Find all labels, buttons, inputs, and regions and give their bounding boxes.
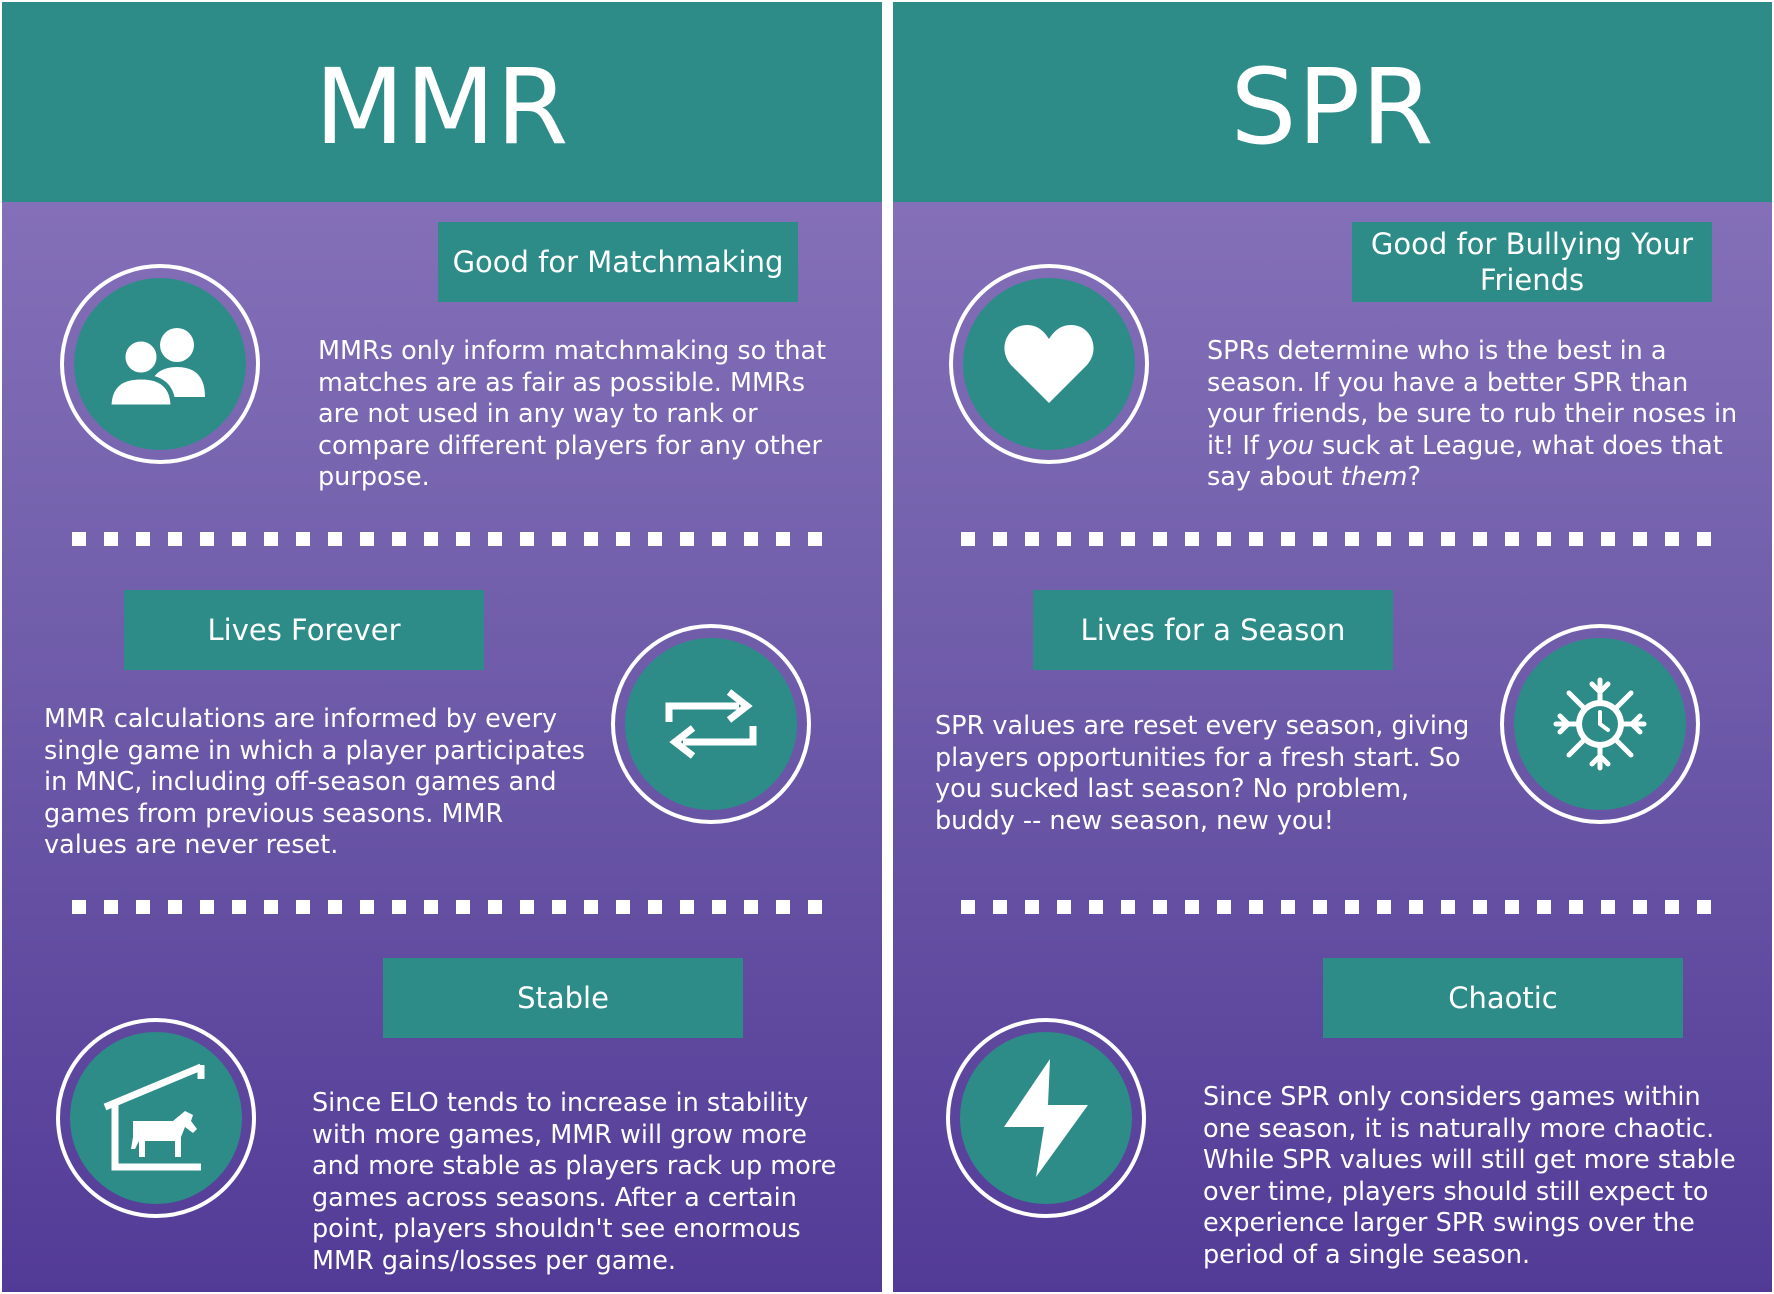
spr-title: SPR (1230, 46, 1435, 168)
section-divider (72, 900, 832, 914)
repeat-arrows-icon (665, 689, 757, 759)
mmr-title: MMR (314, 46, 570, 168)
lightning-icon-badge (946, 1018, 1146, 1218)
section-divider (961, 532, 1721, 546)
repeat-icon-badge (611, 624, 811, 824)
label-chaotic: Chaotic (1323, 958, 1683, 1038)
label-good-for-bullying: Good for Bullying Your Friends (1352, 222, 1712, 302)
spr-lives-for-a-season-text: SPR values are reset every season, givin… (935, 711, 1470, 836)
mmr-lives-forever-text: MMR calculations are informed by every s… (44, 704, 586, 860)
mmr-header: MMR (2, 2, 882, 202)
label-lives-forever: Lives Forever (124, 590, 484, 670)
label-good-for-matchmaking: Good for Matchmaking (438, 222, 798, 302)
lightning-bolt-icon (1004, 1059, 1088, 1177)
spr-panel: SPR Good for Bullying Your Friends SPRs … (893, 2, 1772, 1292)
spr-header: SPR (893, 2, 1772, 202)
heart-icon-badge (949, 264, 1149, 464)
label-stable: Stable (383, 958, 743, 1038)
mmr-matchmaking-text: MMRs only inform matchmaking so that mat… (318, 336, 827, 492)
mmr-panel: MMR Good for Matchmaking MMRs only infor… (2, 2, 882, 1292)
snowflake-clock-icon (1553, 677, 1647, 771)
users-icon (106, 328, 205, 409)
mmr-stable-text: Since ELO tends to increase in stability… (312, 1088, 837, 1276)
spr-bullying-text: SPRs determine who is the best in a seas… (1207, 336, 1738, 492)
users-icon-badge (60, 264, 260, 464)
section-divider (72, 532, 832, 546)
heart-icon (1004, 325, 1094, 403)
section-divider (961, 900, 1721, 914)
horse-stable-icon (103, 1063, 205, 1171)
stable-icon-badge (56, 1018, 256, 1218)
label-lives-for-a-season: Lives for a Season (1033, 590, 1393, 670)
snowflake-icon-badge (1500, 624, 1700, 824)
spr-chaotic-text: Since SPR only considers games within on… (1203, 1082, 1736, 1270)
